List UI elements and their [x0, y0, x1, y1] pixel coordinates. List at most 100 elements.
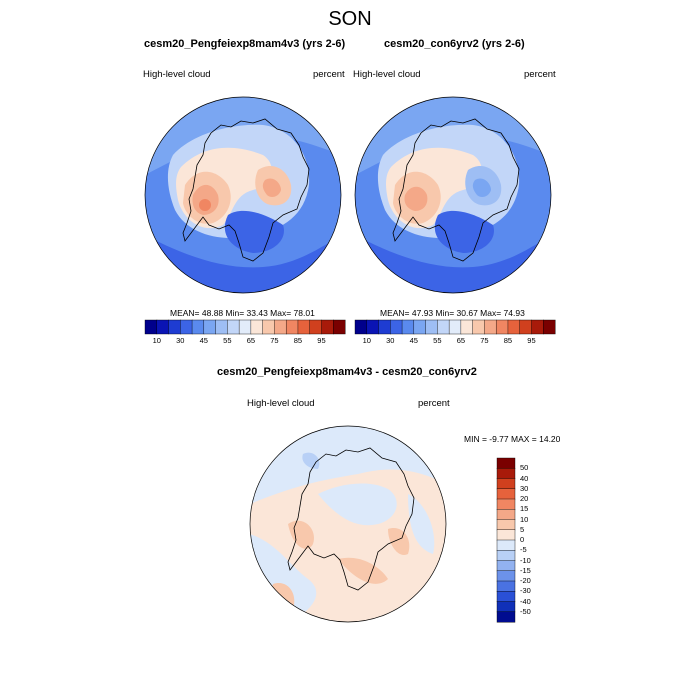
colorbar-swatch [238, 319, 252, 335]
colorbar-swatch [496, 509, 516, 521]
page-title: SON [328, 8, 372, 30]
colorbar-tick-label: 10 [152, 336, 161, 345]
colorbar-swatch [496, 611, 516, 623]
map-frame [354, 96, 552, 294]
colorbar-swatch [507, 319, 521, 335]
field-band [388, 528, 410, 555]
colorbar-tick-label: 75 [270, 336, 279, 345]
colorbar-tick-label: 40 [520, 473, 529, 483]
colorbar-tick-label: 95 [317, 336, 326, 345]
panel-1-title: cesm20_Pengfeiexp8mam4v3 (yrs 2-6) [144, 38, 346, 50]
map-frame [144, 96, 342, 294]
colorbar-swatch [437, 319, 450, 335]
panel-3-variable: High-level cloud [247, 398, 315, 409]
panel-2-map [354, 96, 552, 294]
colorbar-tick-label: 65 [246, 336, 256, 345]
colorbar-swatch [309, 319, 322, 335]
colorbar-tick-label: -50 [520, 606, 531, 616]
colorbar-tick-label: -40 [520, 596, 531, 606]
colorbar-tick-label: -15 [520, 565, 531, 575]
colorbar-swatch [496, 529, 516, 541]
colorbar-tick-label: 55 [223, 336, 232, 345]
colorbar-swatch [285, 319, 299, 335]
colorbar-swatch [401, 319, 415, 335]
panel-3-stats: MIN = -9.77 MAX = 14.20 [464, 434, 561, 444]
field-band [434, 210, 494, 253]
panel-2-stats: MEAN= 47.93 Min= 30.67 Max= 74.93 [380, 308, 525, 318]
colorbar-swatch [191, 319, 205, 335]
colorbar-swatch [274, 319, 287, 335]
colorbar-swatch [496, 498, 516, 510]
colorbar-swatch [496, 591, 516, 603]
colorbar-tick-label: 10 [520, 514, 529, 524]
field-band [145, 97, 341, 175]
panel-3-colorbar-labels: 50 40 30 20 15 10 5 0 -5 -10 -15 -20 -30 -40 -50 [518, 458, 558, 622]
colorbar-tick-label: 20 [520, 494, 529, 503]
colorbar-swatch [496, 539, 516, 551]
panel-3-title: cesm20_Pengfeiexp8mam4v3 - cesm20_con6yr… [217, 366, 477, 378]
colorbar-swatch [250, 319, 264, 335]
field-band [355, 235, 551, 293]
field-band [404, 186, 428, 211]
colorbar-swatch [297, 319, 311, 335]
colorbar-tick-label: -10 [520, 555, 531, 565]
panel-1-variable: High-level cloud [143, 69, 211, 80]
colorbar-swatch [333, 319, 346, 335]
colorbar-swatch [496, 478, 516, 490]
colorbar-tick-label: 15 [520, 504, 529, 514]
colorbar-tick-label: -30 [520, 586, 531, 596]
panel-2-variable: High-level cloud [353, 69, 421, 80]
field-band [250, 426, 446, 504]
panel-3-map [249, 425, 447, 623]
panel-2-title: cesm20_con6yrv2 (yrs 2-6) [384, 38, 525, 50]
panel-3-colorbar [496, 457, 516, 623]
colorbar-swatch [144, 319, 158, 335]
colorbar-swatch [496, 519, 516, 531]
colorbar-tick-label: 65 [456, 336, 466, 345]
colorbar-tick-label: 95 [527, 336, 536, 345]
colorbar-tick-label: 55 [433, 336, 442, 345]
colorbar-swatch [496, 570, 516, 582]
colorbar-swatch [413, 319, 427, 335]
colorbar-tick-label: 5 [520, 524, 525, 534]
field-max [199, 199, 211, 211]
colorbar-swatch [484, 319, 497, 335]
colorbar-tick-label: 30 [386, 336, 395, 345]
field-band [262, 178, 281, 198]
colorbar-swatch [472, 319, 485, 335]
field-band [338, 557, 388, 584]
colorbar-swatch [496, 488, 516, 500]
colorbar-tick-label: 50 [520, 463, 529, 473]
colorbar-swatch [156, 319, 170, 335]
colorbar-swatch [168, 319, 181, 335]
colorbar-swatch [354, 319, 368, 335]
panel-1-colorbar-labels: 10 30 45 55 65 75 85 95 [145, 336, 345, 348]
colorbar-tick-label: 30 [520, 483, 529, 493]
colorbar-tick-label: 45 [199, 336, 208, 345]
panel-2-colorbar-labels: 10 30 45 55 65 75 85 95 [355, 336, 555, 348]
field-band [318, 483, 397, 526]
colorbar-tick-label: 0 [520, 535, 525, 544]
colorbar-swatch [543, 319, 556, 335]
colorbar-swatch [496, 468, 516, 480]
field-band [355, 97, 551, 175]
colorbar-swatch [390, 319, 403, 335]
colorbar-tick-label: -20 [520, 576, 531, 585]
colorbar-swatch [262, 319, 275, 335]
panel-2-units: percent [524, 69, 556, 80]
panel-1-map [144, 96, 342, 294]
colorbar-swatch [425, 319, 438, 335]
panel-1-stats: MEAN= 48.88 Min= 33.43 Max= 78.01 [170, 308, 315, 318]
colorbar-tick-label: 85 [503, 336, 513, 345]
colorbar-swatch [519, 319, 532, 335]
panel-1-units: percent [313, 69, 345, 80]
map-frame [249, 425, 447, 623]
colorbar-swatch [496, 457, 516, 469]
colorbar-swatch [496, 550, 516, 562]
colorbar-swatch [321, 319, 334, 335]
colorbar-swatch [496, 580, 516, 592]
colorbar-tick-label: 85 [293, 336, 303, 345]
colorbar-swatch [448, 319, 462, 335]
colorbar-swatch [496, 601, 516, 613]
colorbar-swatch [215, 319, 228, 335]
